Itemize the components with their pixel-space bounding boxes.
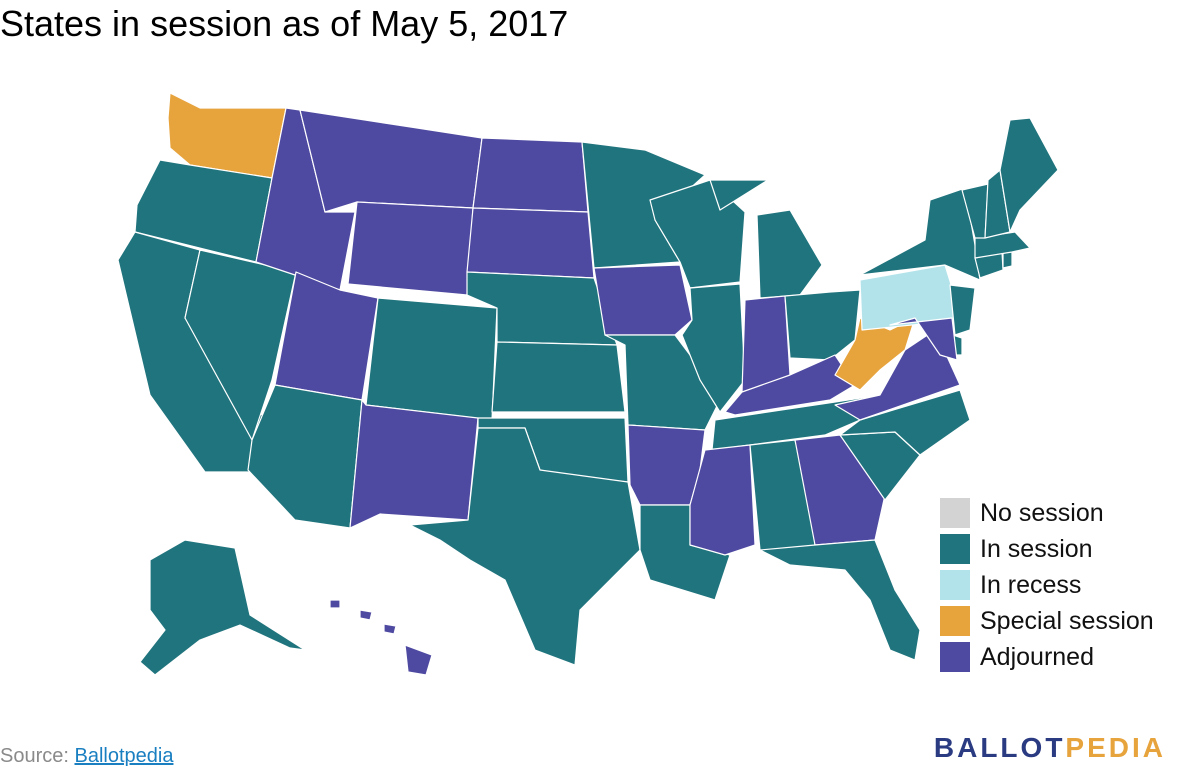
us-map [0, 60, 1180, 720]
state-tx[interactable] [409, 427, 641, 666]
state-hi[interactable] [329, 599, 433, 676]
source-line: Source: Ballotpedia [0, 743, 173, 769]
legend-swatch [940, 534, 970, 564]
us-map-svg [117, 92, 1059, 676]
state-ri[interactable] [1002, 251, 1013, 269]
state-ga[interactable] [794, 434, 886, 546]
legend-label: Special session [980, 607, 1154, 635]
state-sd[interactable] [466, 207, 595, 279]
state-nj[interactable] [949, 284, 976, 336]
legend-label: Adjourned [980, 643, 1094, 671]
logo-part-pedia: PEDIA [1065, 732, 1166, 763]
state-ks[interactable] [491, 341, 626, 413]
ballotpedia-logo: BALLOTPEDIA [934, 731, 1166, 765]
legend-label: In session [980, 535, 1093, 563]
state-co[interactable] [365, 297, 498, 421]
state-oh[interactable] [784, 289, 861, 361]
source-link[interactable]: Ballotpedia [74, 745, 174, 767]
state-fl[interactable] [759, 539, 921, 661]
legend-swatch [940, 606, 970, 636]
state-me[interactable] [999, 117, 1059, 233]
state-wy[interactable] [347, 201, 474, 296]
state-nc[interactable] [839, 389, 971, 456]
state-mt[interactable] [299, 109, 483, 213]
state-ak[interactable] [139, 539, 306, 676]
state-az[interactable] [247, 384, 363, 529]
state-ia[interactable] [593, 264, 693, 336]
state-md[interactable] [889, 317, 958, 361]
state-mi[interactable] [709, 179, 823, 299]
state-ny[interactable] [859, 187, 981, 281]
state-il[interactable] [681, 283, 746, 413]
legend-swatch [940, 498, 970, 528]
state-nd[interactable] [472, 137, 589, 213]
legend-label: No session [980, 499, 1104, 527]
logo-part-ballot: BALLOT [933, 732, 1066, 763]
legend-label: In recess [980, 571, 1082, 599]
source-prefix: Source: [0, 745, 75, 767]
map-title: States in session as of May 5, 2017 [0, 3, 569, 44]
legend-swatch [940, 642, 970, 672]
state-ut[interactable] [274, 271, 379, 401]
legend-swatch [940, 570, 970, 600]
state-nm[interactable] [349, 399, 479, 529]
